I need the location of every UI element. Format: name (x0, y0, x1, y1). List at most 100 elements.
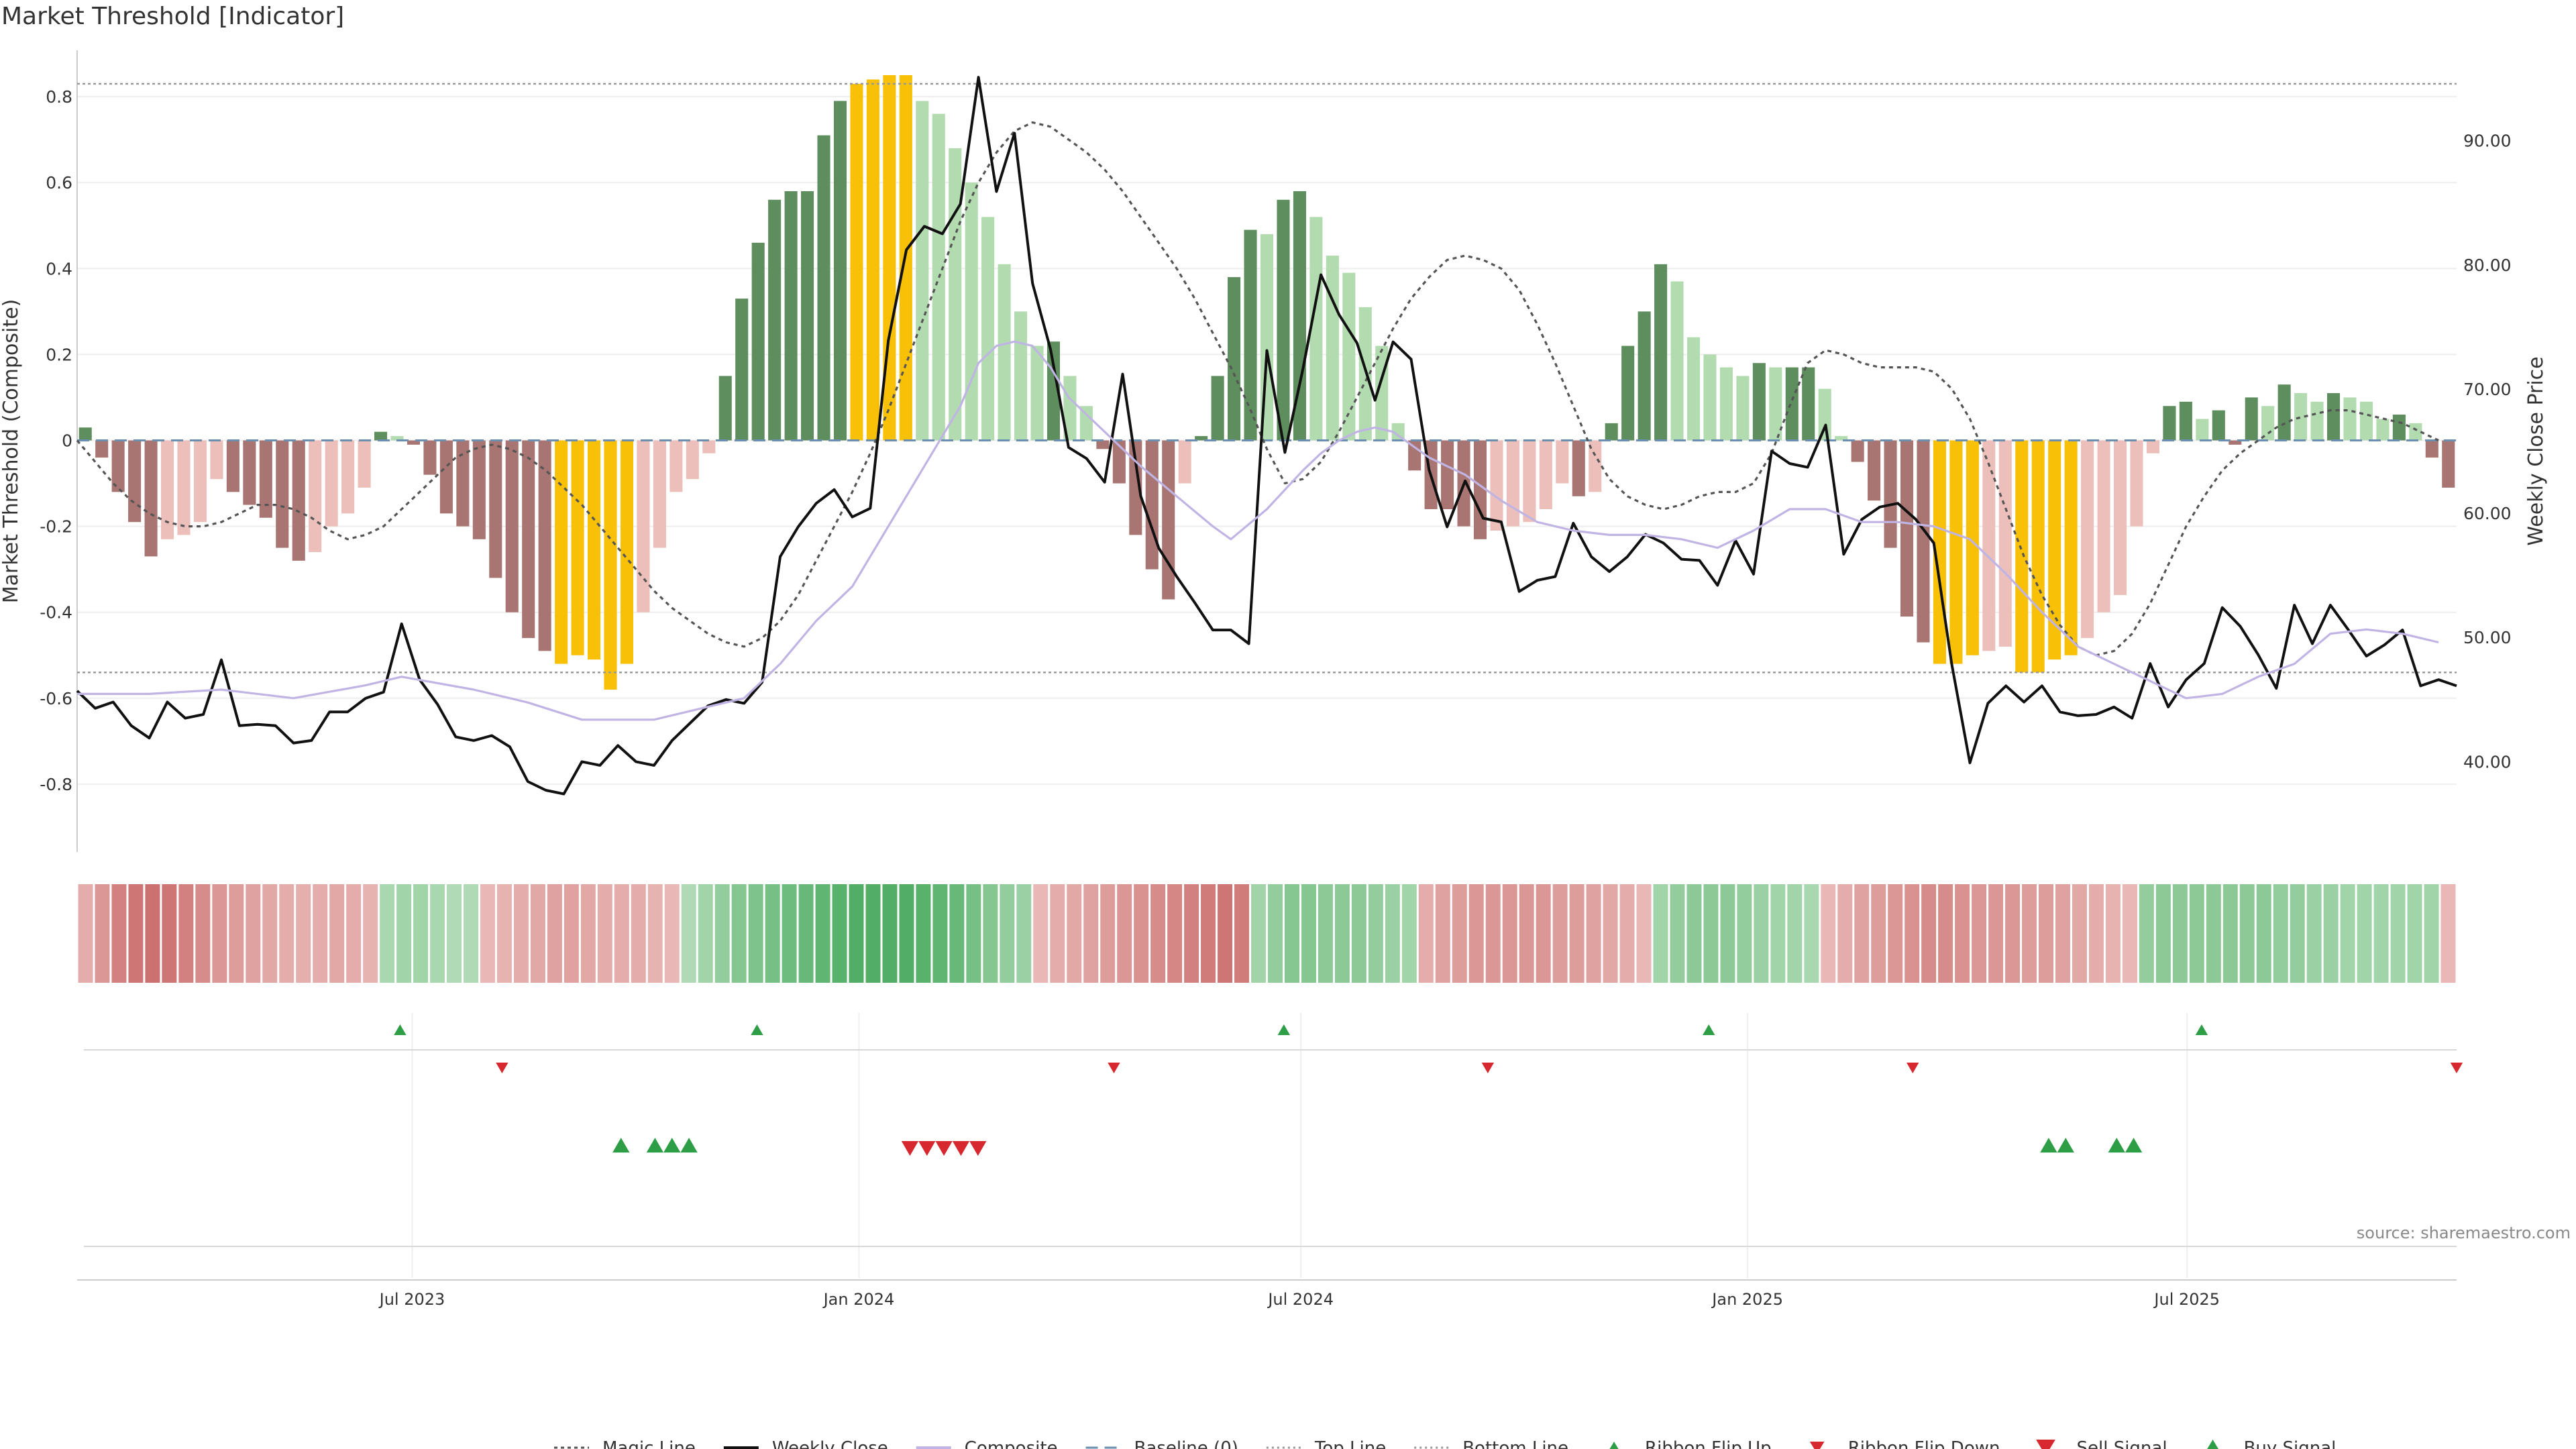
ribbon-cell (1418, 884, 1434, 983)
composite-bar (505, 440, 519, 612)
ribbon-cell (246, 884, 261, 983)
ribbon-cell (2407, 884, 2422, 983)
composite-bar (2294, 393, 2308, 441)
ribbon-cell (1401, 884, 1417, 983)
ribbon-cell (1921, 884, 1937, 983)
ribbon-cell (1218, 884, 1233, 983)
composite-bar (177, 440, 191, 535)
ribbon-cell (2055, 884, 2070, 983)
legend-label: Buy Signal (2244, 1438, 2337, 1449)
series-line-magic-line (76, 121, 2439, 657)
ribbon-cell (731, 884, 747, 983)
ribbon-cell (1000, 884, 1015, 983)
legend-swatch (1609, 1442, 1619, 1449)
composite-bar (702, 440, 716, 453)
legend-swatch (2207, 1440, 2218, 1449)
composite-bar (407, 440, 421, 445)
ribbon-flip-down-marker (496, 1063, 508, 1073)
composite-bar (965, 182, 978, 441)
ribbon-cell (313, 884, 328, 983)
composite-bar (1638, 311, 1651, 441)
x-tick-label: Jul 2025 (2153, 1290, 2220, 1309)
ribbon-cell (983, 884, 998, 983)
composite-bar (850, 83, 863, 441)
buy-signal-marker (663, 1138, 681, 1152)
ribbon-cell (1703, 884, 1719, 983)
ribbon-cell (2256, 884, 2271, 983)
composite-bar (128, 440, 142, 523)
ribbon-flip-down-marker (1108, 1063, 1120, 1073)
ribbon-cell (1938, 884, 1953, 983)
ribbon-cell (1686, 884, 1702, 983)
composite-bar (1391, 423, 1405, 441)
composite-bar (1178, 440, 1191, 484)
composite-bar (111, 440, 125, 492)
composite-bar (1408, 440, 1421, 471)
composite-bar (1670, 281, 1684, 441)
composite-bar (2245, 397, 2258, 441)
buy-signal-marker (612, 1138, 630, 1152)
ribbon-cell (2005, 884, 2021, 983)
composite-bar (751, 242, 765, 441)
ribbon-cell (262, 884, 278, 983)
ribbon-cell (1670, 884, 1685, 983)
buy-signal-marker (2057, 1138, 2074, 1152)
ribbon-cell (1050, 884, 1065, 983)
legend-label: Sell Signal (2076, 1438, 2167, 1449)
ribbon-cell (2424, 884, 2439, 983)
composite-bar (1211, 376, 1224, 441)
ribbon-cell (2088, 884, 2104, 983)
composite-bar (243, 440, 256, 505)
ribbon-cell (1334, 884, 1350, 983)
ribbon-cell (966, 884, 981, 983)
ribbon-flip-up-marker (1277, 1024, 1291, 1035)
ribbon-cell (664, 884, 680, 983)
composite-bar (1900, 440, 1914, 617)
composite-bar (522, 440, 535, 639)
ribbon-cell (547, 884, 562, 983)
legend-label: Ribbon Flip Down (1848, 1438, 2000, 1449)
ribbon-cell (1435, 884, 1450, 983)
ribbon-cell (1737, 884, 1752, 983)
sell-signal-marker (952, 1141, 970, 1156)
ribbon-cell (1100, 884, 1116, 983)
composite-bar (2130, 440, 2143, 527)
ribbon-cell (1016, 884, 1032, 983)
composite-bar (1228, 277, 1241, 441)
ribbon-cell (1804, 884, 1819, 983)
ribbon-cell (1184, 884, 1199, 983)
ribbon-cell (631, 884, 646, 983)
ribbon-cell (229, 884, 244, 983)
composite-bar (1326, 256, 1339, 441)
y-tick-label-left: 0.4 (46, 259, 72, 278)
ribbon-cell (1368, 884, 1383, 983)
legend-label: Ribbon Flip Up (1645, 1438, 1772, 1449)
composite-bar (2359, 401, 2373, 441)
composite-bar (833, 101, 847, 441)
legend-item-magic-line: Magic Line (554, 1438, 696, 1449)
legend-item-baseline-0-: Baseline (0) (1085, 1438, 1238, 1449)
ribbon-flip-up-marker (394, 1024, 407, 1035)
y-tick-label-left: 0 (62, 431, 72, 450)
composite-bar (1145, 440, 1159, 570)
y-axis-label-right: Weekly Close Price (2524, 356, 2548, 545)
composite-bar (358, 440, 371, 488)
ribbon-cell (2306, 884, 2322, 983)
ribbon-cell (2155, 884, 2171, 983)
composite-bar (2229, 440, 2242, 445)
legend-label: Bottom Line (1462, 1438, 1568, 1449)
composite-bar (193, 440, 207, 523)
y-tick-label-right: 40.00 (2463, 752, 2512, 771)
composite-bar (226, 440, 239, 492)
composite-bar (866, 79, 879, 441)
ribbon-cell (2022, 884, 2037, 983)
ribbon-cell (815, 884, 830, 983)
composite-bar (883, 75, 896, 441)
ribbon-cell (447, 884, 462, 983)
ribbon-cell (1033, 884, 1049, 983)
buy-signal-marker (2040, 1138, 2057, 1152)
composite-bar (1063, 376, 1077, 441)
series-line-weekly-close (76, 76, 2457, 796)
ribbon-cell (1167, 884, 1183, 983)
ribbon-cell (1301, 884, 1316, 983)
